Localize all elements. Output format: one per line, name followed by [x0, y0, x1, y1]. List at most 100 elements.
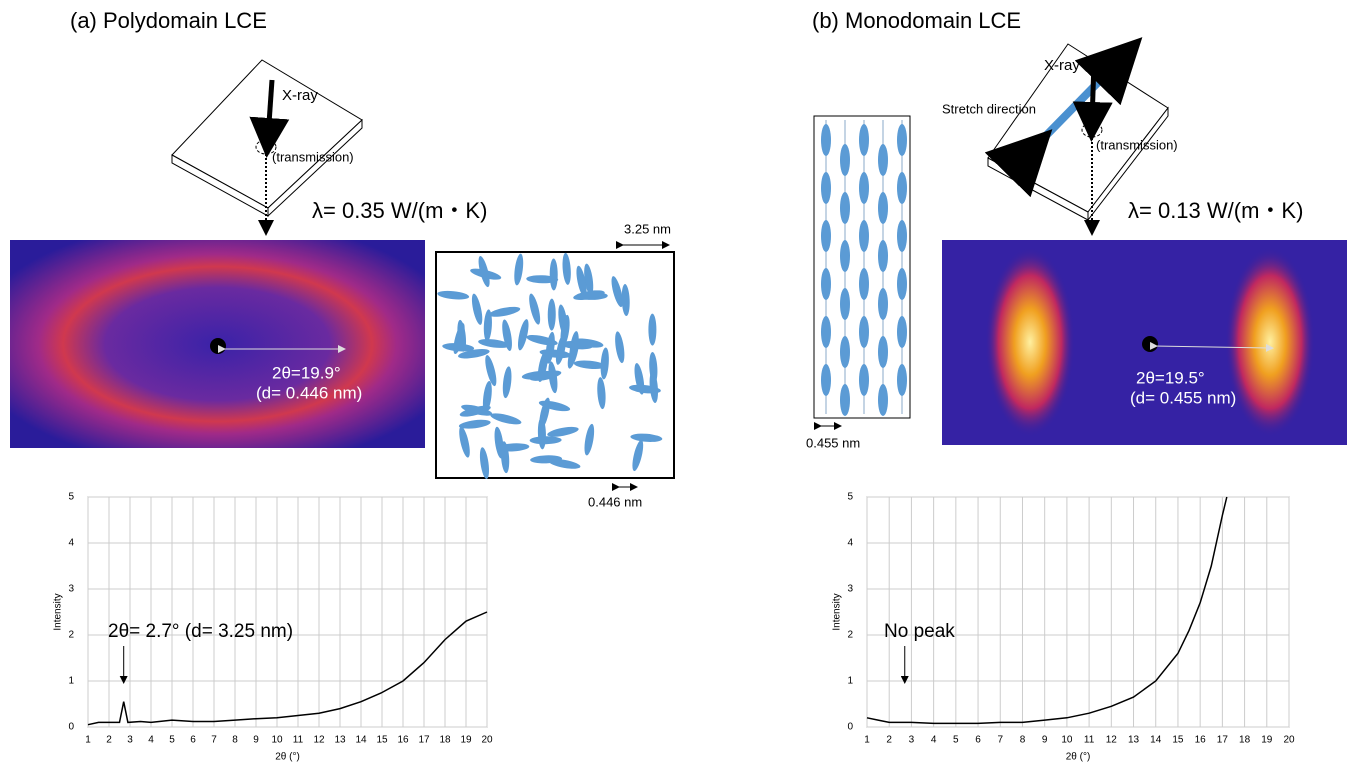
x-tick-label: 12: [1106, 735, 1118, 746]
spacing-label: (d= 0.455 nm): [1130, 388, 1236, 407]
mesogen: [821, 220, 831, 252]
x-tick-label: 10: [271, 735, 283, 746]
mesogen: [859, 316, 869, 348]
x-tick-label: 19: [1261, 735, 1273, 746]
x-tick-label: 20: [481, 735, 493, 746]
mesogen: [859, 124, 869, 156]
x-tick-label: 3: [127, 735, 133, 746]
mesogen: [821, 268, 831, 300]
x-tick-label: 16: [1195, 735, 1207, 746]
y-tick-label: 1: [847, 676, 853, 687]
mesogen: [859, 220, 869, 252]
mesogen: [878, 336, 888, 368]
x-tick-label: 2: [106, 735, 112, 746]
x-tick-label: 9: [253, 735, 259, 746]
mesogen: [897, 268, 907, 300]
xray-arrow: [1092, 62, 1094, 122]
scale-label: 0.455 nm: [806, 435, 860, 450]
panel-title: (b) Monodomain LCE: [812, 8, 1021, 33]
y-tick-label: 0: [847, 722, 853, 733]
x-tick-label: 6: [190, 735, 196, 746]
mesogen: [897, 124, 907, 156]
mesogen: [859, 172, 869, 204]
x-axis-label: 2θ (°): [1066, 752, 1091, 763]
mesogen: [859, 268, 869, 300]
mesogen: [840, 384, 850, 416]
x-tick-label: 11: [293, 735, 304, 746]
x-tick-label: 15: [376, 735, 388, 746]
x-tick-label: 11: [1084, 735, 1095, 746]
mesogen: [648, 314, 656, 346]
diffraction-lobe: [1225, 247, 1315, 437]
diffraction-lobe: [985, 247, 1075, 437]
y-axis-label: Intensity: [53, 593, 64, 630]
y-tick-label: 0: [68, 722, 74, 733]
x-tick-label: 19: [460, 735, 472, 746]
plot-frame: [867, 497, 1289, 727]
x-tick-label: 5: [169, 735, 175, 746]
x-tick-label: 8: [1020, 735, 1026, 746]
scale-label: 0.446 nm: [588, 494, 642, 509]
stretch-label: Stretch direction: [942, 101, 1036, 116]
y-axis-label: Intensity: [832, 593, 843, 630]
angle-label: 2θ=19.9°: [272, 363, 341, 382]
x-tick-label: 17: [418, 735, 430, 746]
conductivity: λ= 0.13 W/(m・K): [1128, 198, 1303, 223]
x-tick-label: 13: [1128, 735, 1140, 746]
y-tick-label: 3: [68, 584, 74, 595]
x-tick-label: 15: [1172, 735, 1184, 746]
mesogen: [821, 316, 831, 348]
x-tick-label: 6: [975, 735, 981, 746]
x-tick-label: 20: [1283, 735, 1295, 746]
y-tick-label: 3: [847, 584, 853, 595]
x-tick-label: 18: [439, 735, 451, 746]
mesogen: [840, 144, 850, 176]
y-tick-label: 4: [68, 538, 74, 549]
mesogen: [821, 364, 831, 396]
x-tick-label: 10: [1061, 735, 1073, 746]
mesogen: [840, 336, 850, 368]
x-tick-label: 16: [397, 735, 409, 746]
y-tick-label: 2: [847, 630, 853, 641]
mesogen: [878, 384, 888, 416]
x-tick-label: 5: [953, 735, 959, 746]
xray-label: X-ray: [1044, 57, 1080, 74]
y-tick-label: 5: [847, 492, 853, 503]
mesogen: [897, 220, 907, 252]
mesogen: [821, 124, 831, 156]
transmission-label: (transmission): [1096, 137, 1178, 152]
x-tick-label: 17: [1217, 735, 1229, 746]
beam-stop: [210, 338, 226, 354]
x-tick-label: 14: [1150, 735, 1162, 746]
mesogen: [878, 288, 888, 320]
x-axis-label: 2θ (°): [275, 752, 300, 763]
x-tick-label: 14: [355, 735, 367, 746]
mesogen: [878, 240, 888, 272]
x-tick-label: 2: [886, 735, 892, 746]
annotation: No peak: [884, 621, 955, 642]
mesogen: [897, 172, 907, 204]
spacing-label: (d= 0.446 nm): [256, 383, 362, 402]
y-tick-label: 4: [847, 538, 853, 549]
mesogen: [840, 192, 850, 224]
x-tick-label: 7: [997, 735, 1003, 746]
mesogen: [897, 364, 907, 396]
x-tick-label: 1: [85, 735, 91, 746]
x-tick-label: 1: [864, 735, 870, 746]
mesogen: [897, 316, 907, 348]
x-tick-label: 8: [232, 735, 238, 746]
angle-label: 2θ=19.5°: [1136, 368, 1205, 387]
y-tick-label: 2: [68, 630, 74, 641]
x-tick-label: 13: [334, 735, 346, 746]
annotation: 2θ= 2.7° (d= 3.25 nm): [108, 621, 293, 642]
panel-title: (a) Polydomain LCE: [70, 8, 267, 33]
mesogen: [840, 288, 850, 320]
mesogen: [821, 172, 831, 204]
mesogen: [840, 240, 850, 272]
conductivity: λ= 0.35 W/(m・K): [312, 198, 487, 223]
x-tick-label: 9: [1042, 735, 1048, 746]
x-tick-label: 18: [1239, 735, 1251, 746]
transmission-label: (transmission): [272, 149, 354, 164]
x-tick-label: 4: [931, 735, 937, 746]
mesogen: [859, 364, 869, 396]
